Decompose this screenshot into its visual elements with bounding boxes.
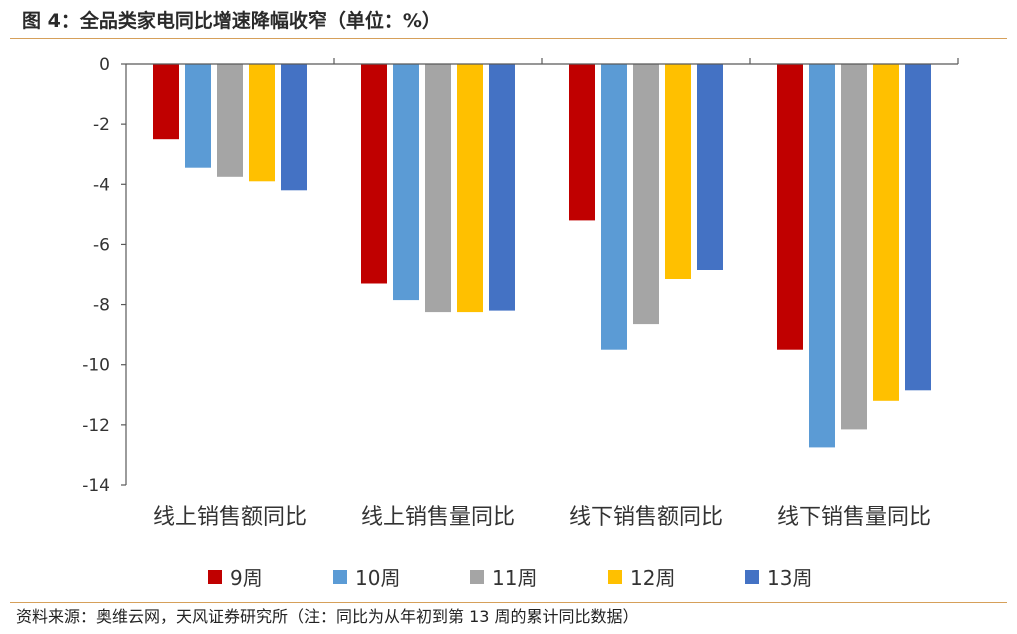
bar-3-3 [873,64,899,401]
legend-swatch [208,570,222,584]
y-tick-label: -4 [93,175,110,195]
category-label: 线上销售额同比 [153,505,307,530]
y-tick-label: -12 [82,416,110,436]
bar-3-1 [809,64,835,448]
bar-2-3 [665,64,691,279]
bar-2-1 [601,64,627,350]
legend-swatch [745,570,759,584]
source-note: 资料来源：奥维云网，天风证券研究所（注：同比为从年初到第 13 周的累计同比数据… [16,607,639,626]
y-tick-label: -6 [93,235,110,255]
labels-layer: 0 -2 -4 -6 -8 -10 -12 -14 线上销售额同比 线上销售量同比 线下销售额同比 线… [82,55,931,530]
legend-swatch [470,570,484,584]
footer-divider [10,602,1007,603]
bar-1-3 [457,64,483,313]
bar-2-0 [569,64,595,221]
bar-0-1 [185,64,211,168]
legend-swatch [608,570,622,584]
y-tick-label: 0 [99,55,110,75]
legend-label: 11周 [492,566,537,590]
bar-1-0 [361,64,387,284]
y-tick-label: -2 [93,115,110,135]
category-label: 线下销售额同比 [569,505,723,530]
category-label: 线下销售量同比 [777,505,931,530]
bars-layer [153,64,931,448]
legend-label: 9周 [230,566,263,590]
bar-1-4 [489,64,515,311]
bar-3-0 [777,64,803,350]
chart-title: 图 4：全品类家电同比增速降幅收窄（单位：%） [22,10,441,32]
category-label: 线上销售量同比 [361,505,515,530]
y-tick-label: -10 [82,356,110,376]
y-tick-label: -14 [82,476,110,496]
bar-0-3 [249,64,275,182]
bar-0-0 [153,64,179,140]
y-tick-label: -8 [93,296,110,316]
bar-0-2 [217,64,243,177]
axes-layer [121,58,959,486]
bar-2-4 [697,64,723,270]
bar-3-2 [841,64,867,430]
bar-1-2 [425,64,451,313]
legend-swatch [333,570,347,584]
legend: 9周 10周 11周 12周 13周 [208,566,812,590]
bar-1-1 [393,64,419,301]
bar-3-4 [905,64,931,391]
legend-label: 13周 [767,566,812,590]
title-divider [10,38,1007,39]
bar-0-4 [281,64,307,191]
legend-label: 12周 [630,566,675,590]
legend-label: 10周 [355,566,400,590]
bar-2-2 [633,64,659,325]
